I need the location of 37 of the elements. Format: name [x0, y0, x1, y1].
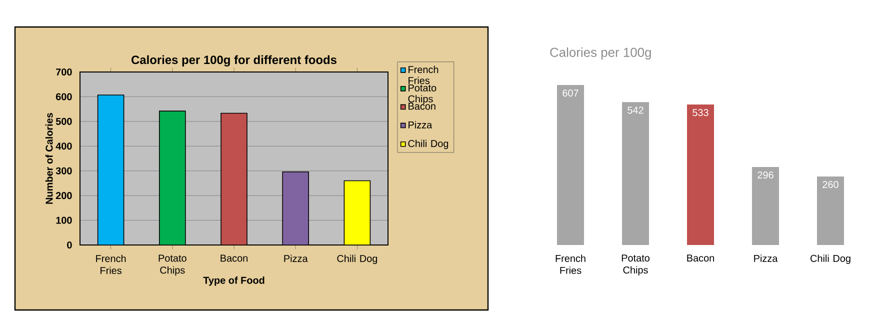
data-label: 533	[692, 109, 708, 116]
bar	[687, 104, 714, 245]
bar	[557, 85, 584, 245]
x-tick-label: Pizza	[754, 254, 778, 262]
data-label: 296	[758, 171, 774, 179]
x-tick-label: Bacon	[687, 254, 714, 262]
legend-label: Potato Chips	[408, 84, 436, 104]
legend-label: French Fries	[408, 66, 438, 84]
legend-label: Bacon	[408, 102, 436, 110]
chart-title: Calories per 100g	[550, 47, 651, 60]
x-tick-label: Potato Chips	[158, 254, 186, 276]
legend-label: Chili Dog	[408, 140, 448, 150]
data-label: 607	[562, 90, 578, 97]
y-tick-label: 200	[56, 192, 72, 200]
chart-title: Calories per 100g for different foods	[132, 55, 336, 66]
x-tick-label: Chili Dog	[810, 254, 850, 264]
bar	[752, 166, 780, 245]
x-tick-label: Potato Chips	[622, 254, 650, 276]
y-tick-label: 0	[67, 241, 72, 249]
x-tick-label: Pizza	[284, 254, 308, 262]
x-tick-label: Chili Dog	[337, 254, 378, 264]
y-tick-label: 100	[56, 216, 72, 224]
x-tick-label: French Fries	[556, 254, 586, 274]
y-tick-label: 600	[56, 93, 72, 100]
bar	[817, 176, 844, 245]
y-axis-title: Number of Calories	[45, 112, 53, 204]
y-tick-label: 700	[56, 68, 72, 76]
x-axis-title: Type of Food	[203, 276, 264, 286]
x-tick-label: French Fries	[96, 254, 126, 274]
x-tick-label: Bacon	[220, 254, 248, 262]
y-tick-label: 400	[56, 142, 72, 150]
data-label: 260	[822, 180, 838, 188]
data-label: 542	[628, 106, 644, 114]
y-tick-label: 300	[56, 167, 72, 174]
y-tick-label: 500	[56, 118, 72, 125]
bar	[622, 102, 650, 245]
legend-label: Pizza	[408, 121, 432, 128]
